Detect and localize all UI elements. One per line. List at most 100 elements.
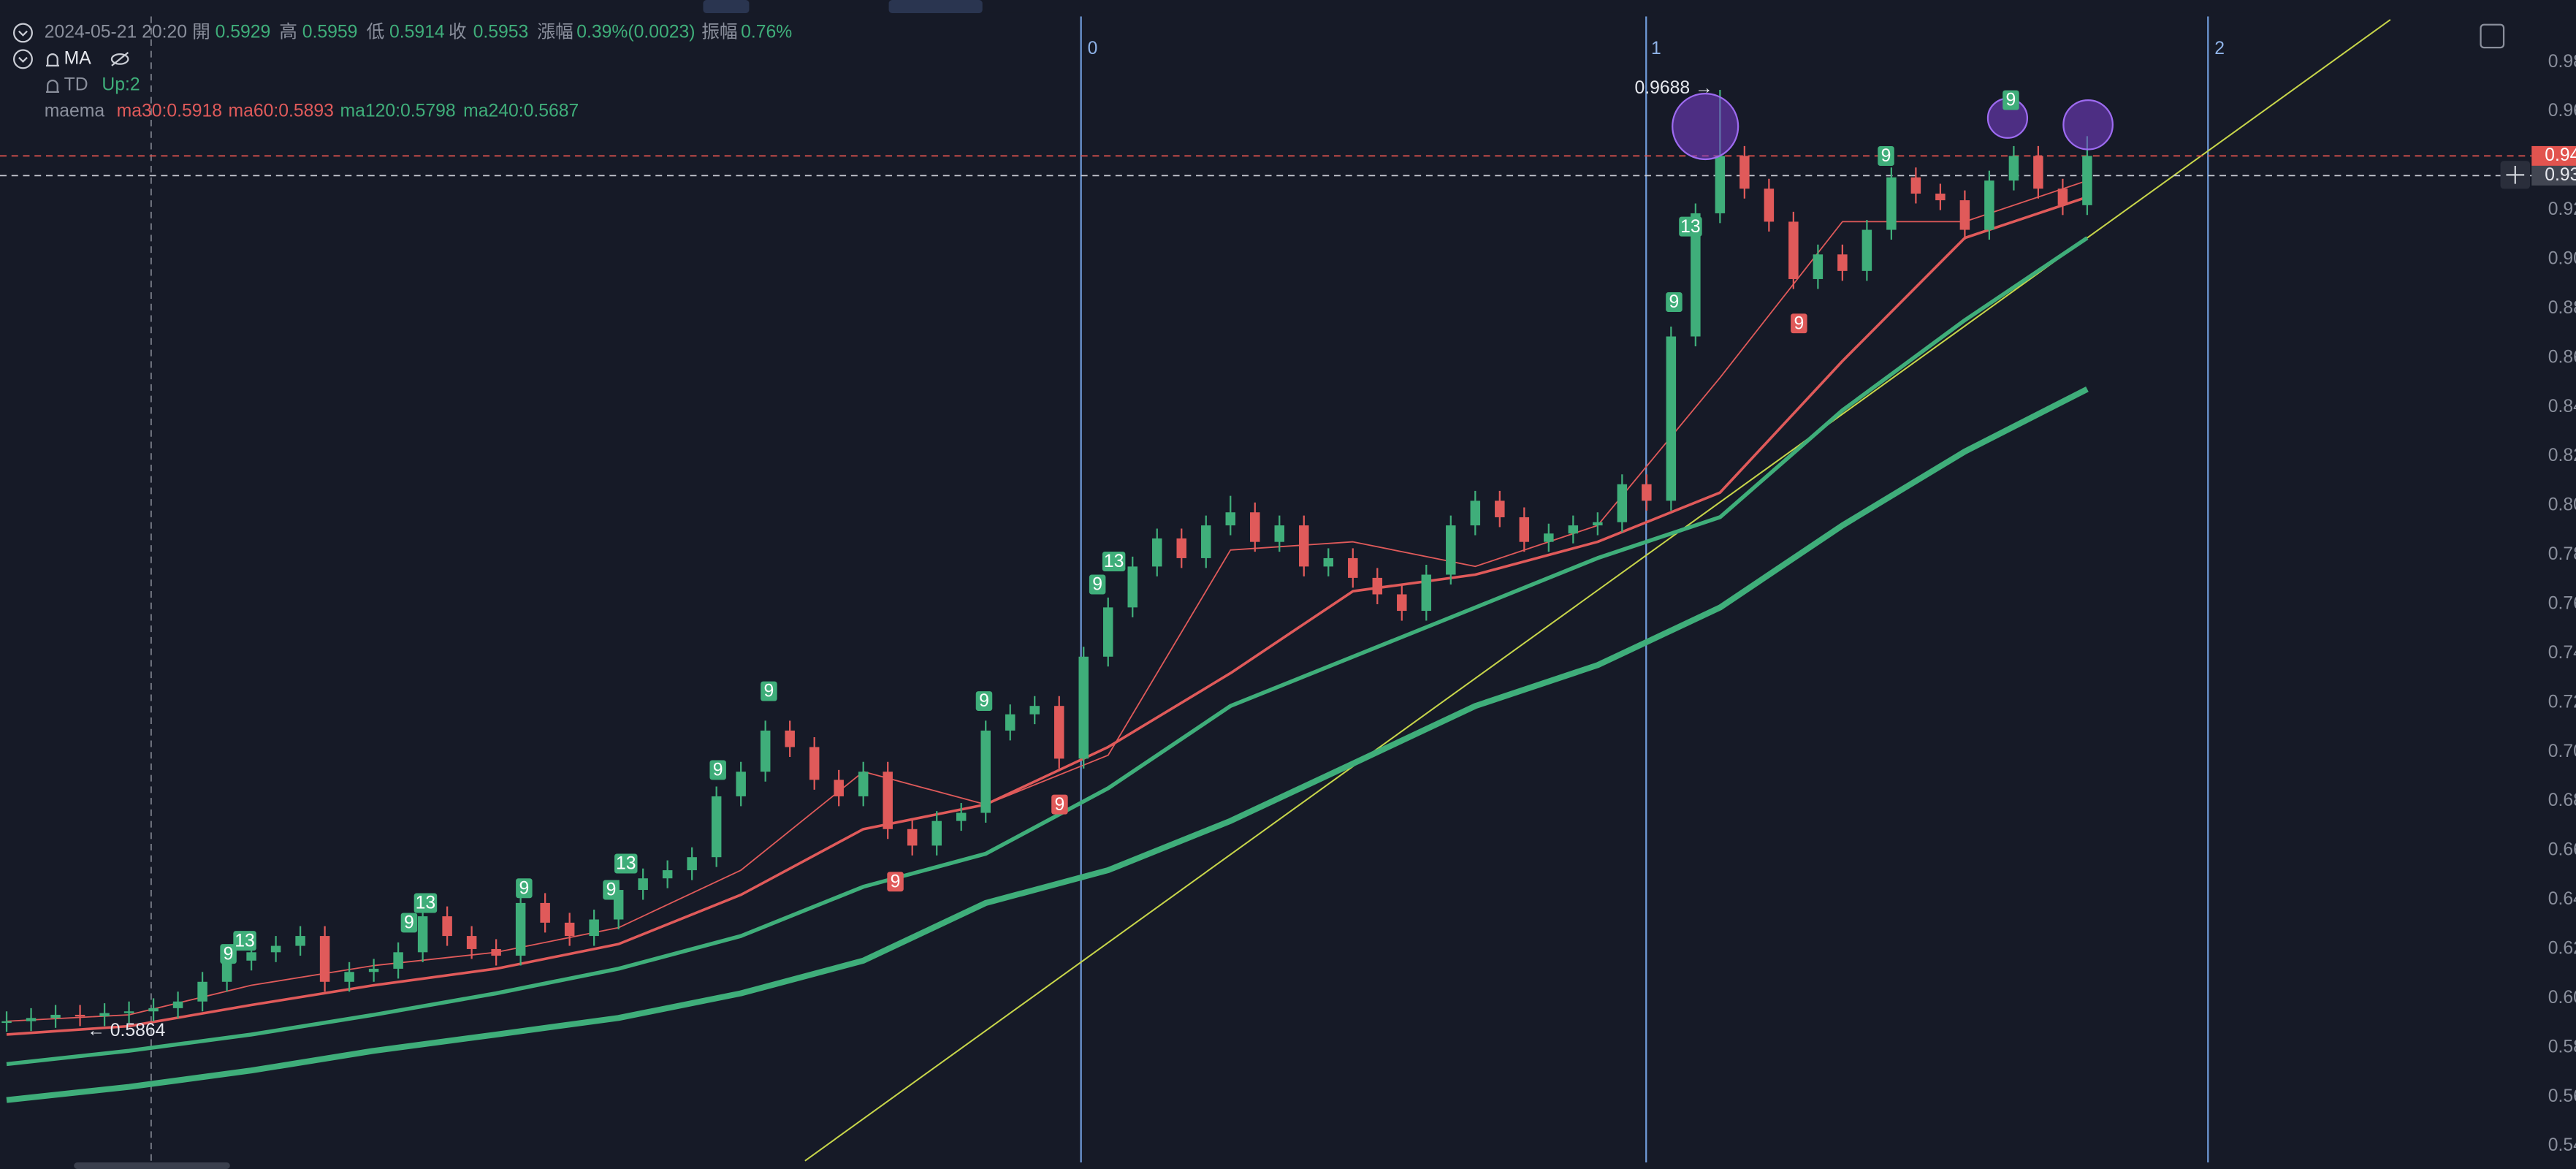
candle-body xyxy=(270,945,281,953)
td-marker-label: 9 xyxy=(1881,146,1891,166)
candle-body xyxy=(2057,189,2068,205)
plot xyxy=(0,90,2532,1103)
candle-body xyxy=(1813,254,1824,279)
td-marker-label: 13 xyxy=(616,854,636,874)
indicator-name[interactable]: TD xyxy=(64,75,88,94)
y-tick-label: 0.66 xyxy=(2548,840,2576,860)
y-tick-label: 0.70 xyxy=(2548,742,2576,761)
td-marker xyxy=(761,681,777,701)
td-marker xyxy=(400,913,418,933)
candle-body xyxy=(1910,177,1921,194)
info-value: 0.39%(0.0023) xyxy=(576,22,695,42)
candle-body xyxy=(1691,213,1701,337)
info-value: 0.76% xyxy=(741,22,792,42)
candle-body xyxy=(1642,484,1652,501)
candle-body xyxy=(1837,254,1848,271)
ma-line xyxy=(6,386,2089,1103)
info-value: 0.5929 xyxy=(216,22,271,42)
td-marker xyxy=(220,944,237,964)
candle-body xyxy=(687,857,697,871)
candle-body xyxy=(638,878,648,891)
alert-icon[interactable] xyxy=(45,80,59,93)
candle-body xyxy=(368,968,379,972)
candle-body xyxy=(2008,156,2019,181)
low-label: ← 0.5864 xyxy=(87,1021,165,1040)
td-marker-label: 13 xyxy=(1680,217,1701,237)
candle-body xyxy=(834,780,844,796)
collapse-icon[interactable] xyxy=(12,23,33,43)
time-zone-label: 2 xyxy=(2214,39,2225,58)
trend-line[interactable] xyxy=(804,19,2391,1162)
candle-body xyxy=(540,902,550,923)
candle-body xyxy=(2033,156,2043,189)
td-marker xyxy=(709,760,726,780)
candle-body xyxy=(564,922,575,937)
candle-body xyxy=(26,1018,37,1021)
indicator-group: maema xyxy=(45,101,105,121)
fullscreen-button[interactable] xyxy=(2480,23,2505,49)
y-tick-label: 0.58 xyxy=(2548,1037,2576,1056)
scrollbar[interactable] xyxy=(74,1162,230,1169)
info-label: 高 xyxy=(279,21,297,42)
y-tick-label: 0.80 xyxy=(2548,495,2576,515)
y-tick-label: 0.92 xyxy=(2548,199,2576,219)
td-marker-label: 9 xyxy=(1055,795,1065,815)
td-marker xyxy=(2003,90,2019,110)
info-label: 低 xyxy=(366,21,384,42)
legend-entry: ma30:0.5918 xyxy=(117,101,222,121)
y-tick-label: 0.68 xyxy=(2548,791,2576,810)
candle-body xyxy=(50,1014,61,1018)
td-marker-label: 13 xyxy=(416,894,436,913)
collapse-icon xyxy=(18,56,28,63)
candle-body xyxy=(1861,229,1872,271)
candle-body xyxy=(1593,522,1603,526)
visibility-icon[interactable] xyxy=(110,53,129,65)
candle-body xyxy=(858,772,869,796)
td-marker-label: 9 xyxy=(519,878,529,898)
td-marker-label: 9 xyxy=(764,682,774,701)
candle-body xyxy=(123,1011,134,1013)
info-label: 振幅 xyxy=(701,21,737,42)
td-marker xyxy=(516,878,533,899)
candle-body xyxy=(75,1014,85,1017)
toolbar-button[interactable] xyxy=(703,0,750,13)
candle-body xyxy=(1225,512,1236,526)
candle-body xyxy=(1250,512,1260,542)
td-marker xyxy=(887,872,904,892)
td-marker-label: 9 xyxy=(224,944,234,964)
candle-body xyxy=(1568,525,1579,534)
info-label: 漲幅 xyxy=(537,21,573,42)
collapse-icon[interactable] xyxy=(12,49,33,69)
td-marker xyxy=(603,880,620,900)
td-marker-label: 9 xyxy=(1092,575,1102,595)
ma-line xyxy=(6,180,2088,1022)
price-tag xyxy=(2531,165,2576,186)
highlight-circle[interactable] xyxy=(1672,92,1739,161)
highlight-circle[interactable] xyxy=(2062,99,2114,151)
candle-body xyxy=(980,730,991,813)
alert-icon[interactable] xyxy=(45,53,59,67)
candle-body xyxy=(1666,336,1677,501)
indicator-name[interactable]: MA xyxy=(64,48,92,68)
y-tick-label: 0.88 xyxy=(2548,298,2576,318)
add-button xyxy=(2506,165,2525,184)
toolbar-button[interactable] xyxy=(888,0,983,13)
candle-body xyxy=(1397,594,1407,612)
candle-body xyxy=(1617,484,1628,522)
candle-body xyxy=(956,812,967,821)
candle-body xyxy=(1935,193,1946,201)
y-tick-label: 0.64 xyxy=(2548,889,2576,909)
y-tick-label: 0.96 xyxy=(2548,101,2576,121)
ma-line xyxy=(6,236,2089,1067)
legend-entry: ma240:0.5687 xyxy=(463,101,579,121)
candle-body xyxy=(344,972,354,982)
candle-body xyxy=(1519,517,1530,542)
candle-body xyxy=(1152,538,1162,567)
td-marker xyxy=(975,691,993,712)
time-zone-label: 0 xyxy=(1088,39,1098,58)
y-tick-label: 0.60 xyxy=(2548,988,2576,1008)
candle-body xyxy=(1372,577,1383,595)
td-marker-label: 13 xyxy=(1104,552,1124,571)
high-label: 0.9688 → xyxy=(1634,78,1712,98)
y-tick-label: 0.72 xyxy=(2548,692,2576,712)
